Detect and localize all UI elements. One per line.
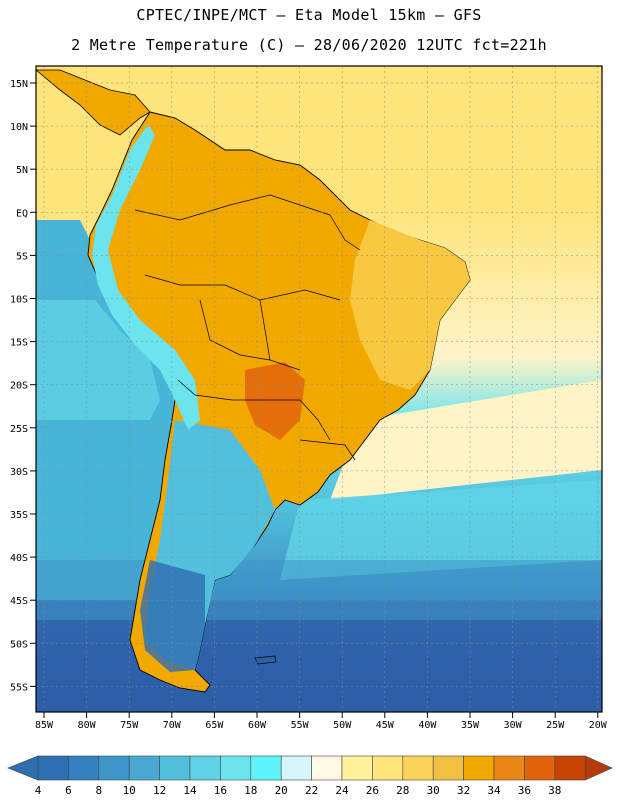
legend-swatch [493, 755, 525, 781]
lat-label: EQ [16, 208, 28, 219]
legend-swatch [37, 755, 69, 781]
legend-label: 4 [35, 784, 42, 797]
legend-swatch [463, 755, 495, 781]
lat-label: 15S [10, 338, 28, 349]
northeast-warm-region [350, 220, 470, 390]
legend-label: 18 [244, 784, 257, 797]
legend-label: 28 [396, 784, 409, 797]
lon-label: 80W [78, 720, 97, 731]
legend-label: 22 [305, 784, 318, 797]
lon-label: 75W [120, 720, 139, 731]
legend-arrow-low [7, 755, 39, 781]
legend-swatch [98, 755, 130, 781]
lon-label: 45W [376, 720, 395, 731]
lat-label: 55S [10, 682, 28, 693]
lon-label: 25W [546, 720, 565, 731]
legend-swatch [372, 755, 404, 781]
lon-label: 85W [35, 720, 54, 731]
lat-label: 40S [10, 553, 28, 564]
legend-arrow-high [584, 755, 613, 781]
lat-label: 15N [10, 79, 28, 90]
temperature-map: 15N 10N 5N EQ 5S 10S 15S 20S 25S 30S 35S 40S 45S 50S 5… [10, 65, 608, 731]
lon-label: 55W [291, 720, 310, 731]
legend-label: 34 [487, 784, 501, 797]
pacific-mild-region [36, 300, 160, 420]
legend-swatch [189, 755, 221, 781]
map-subtitle: 2 Metre Temperature (C) – 28/06/2020 12U… [71, 36, 547, 54]
longitude-labels: 85W 80W 75W 70W 65W 60W 55W 50W 45W 40W 35W 30W 25W 2… [35, 712, 608, 731]
lat-label: 20S [10, 381, 28, 392]
legend-label: 10 [123, 784, 136, 797]
legend-swatch [128, 755, 160, 781]
lat-label: 10N [10, 122, 28, 133]
lat-label: 30S [10, 467, 28, 478]
legend-label: 16 [214, 784, 227, 797]
legend-swatch [341, 755, 373, 781]
legend-label: 32 [457, 784, 470, 797]
legend-swatch [220, 755, 252, 781]
legend-swatch [280, 755, 312, 781]
lat-label: 5S [16, 251, 28, 262]
andes-ridge [92, 125, 200, 430]
lon-label: 65W [205, 720, 224, 731]
lon-label: 40W [418, 720, 437, 731]
latitude-labels: 15N 10N 5N EQ 5S 10S 15S 20S 25S 30S 35S 40S 45S 50S 5… [10, 79, 36, 693]
atlantic-cool-band [280, 480, 602, 580]
legend-label: 26 [366, 784, 379, 797]
lat-label: 45S [10, 596, 28, 607]
legend-label: 8 [95, 784, 102, 797]
legend-label: 14 [183, 784, 197, 797]
lat-label: 10S [10, 295, 28, 306]
legend-swatch [402, 755, 434, 781]
lon-label: 50W [333, 720, 352, 731]
lon-label: 60W [248, 720, 267, 731]
legend-label: 36 [518, 784, 531, 797]
lon-label: 30W [504, 720, 523, 731]
legend-label: 38 [548, 784, 561, 797]
legend-label: 6 [65, 784, 72, 797]
lat-label: 35S [10, 510, 28, 521]
legend-swatch [68, 755, 100, 781]
legend-swatch [311, 755, 343, 781]
legend-label: 24 [335, 784, 349, 797]
country-borders [134, 194, 361, 461]
legend-swatch [250, 755, 282, 781]
legend-swatch [524, 755, 556, 781]
lat-label: 25S [10, 424, 28, 435]
lon-label: 35W [461, 720, 480, 731]
legend-swatch [432, 755, 464, 781]
lon-label: 20W [589, 720, 608, 731]
central-america-land [36, 69, 151, 136]
hot-spot-region [245, 362, 305, 440]
lon-label: 70W [163, 720, 182, 731]
map-title: CPTEC/INPE/MCT – Eta Model 15km – GFS [136, 6, 482, 24]
graticule [36, 66, 602, 712]
southern-mid-band [36, 560, 602, 620]
legend-label: 30 [427, 784, 440, 797]
legend-swatch [159, 755, 191, 781]
legend-label: 20 [275, 784, 288, 797]
color-legend: 4 6 8 10 12 14 16 18 20 22 24 26 28 30 32 34 36 38 [7, 755, 613, 797]
legend-swatch [554, 755, 586, 781]
lat-label: 5N [16, 165, 28, 176]
atlantic-warm-band [330, 380, 602, 500]
legend-label: 12 [153, 784, 166, 797]
map-frame [35, 65, 603, 713]
patagonia-cold-region [140, 560, 205, 672]
lat-label: 50S [10, 639, 28, 650]
